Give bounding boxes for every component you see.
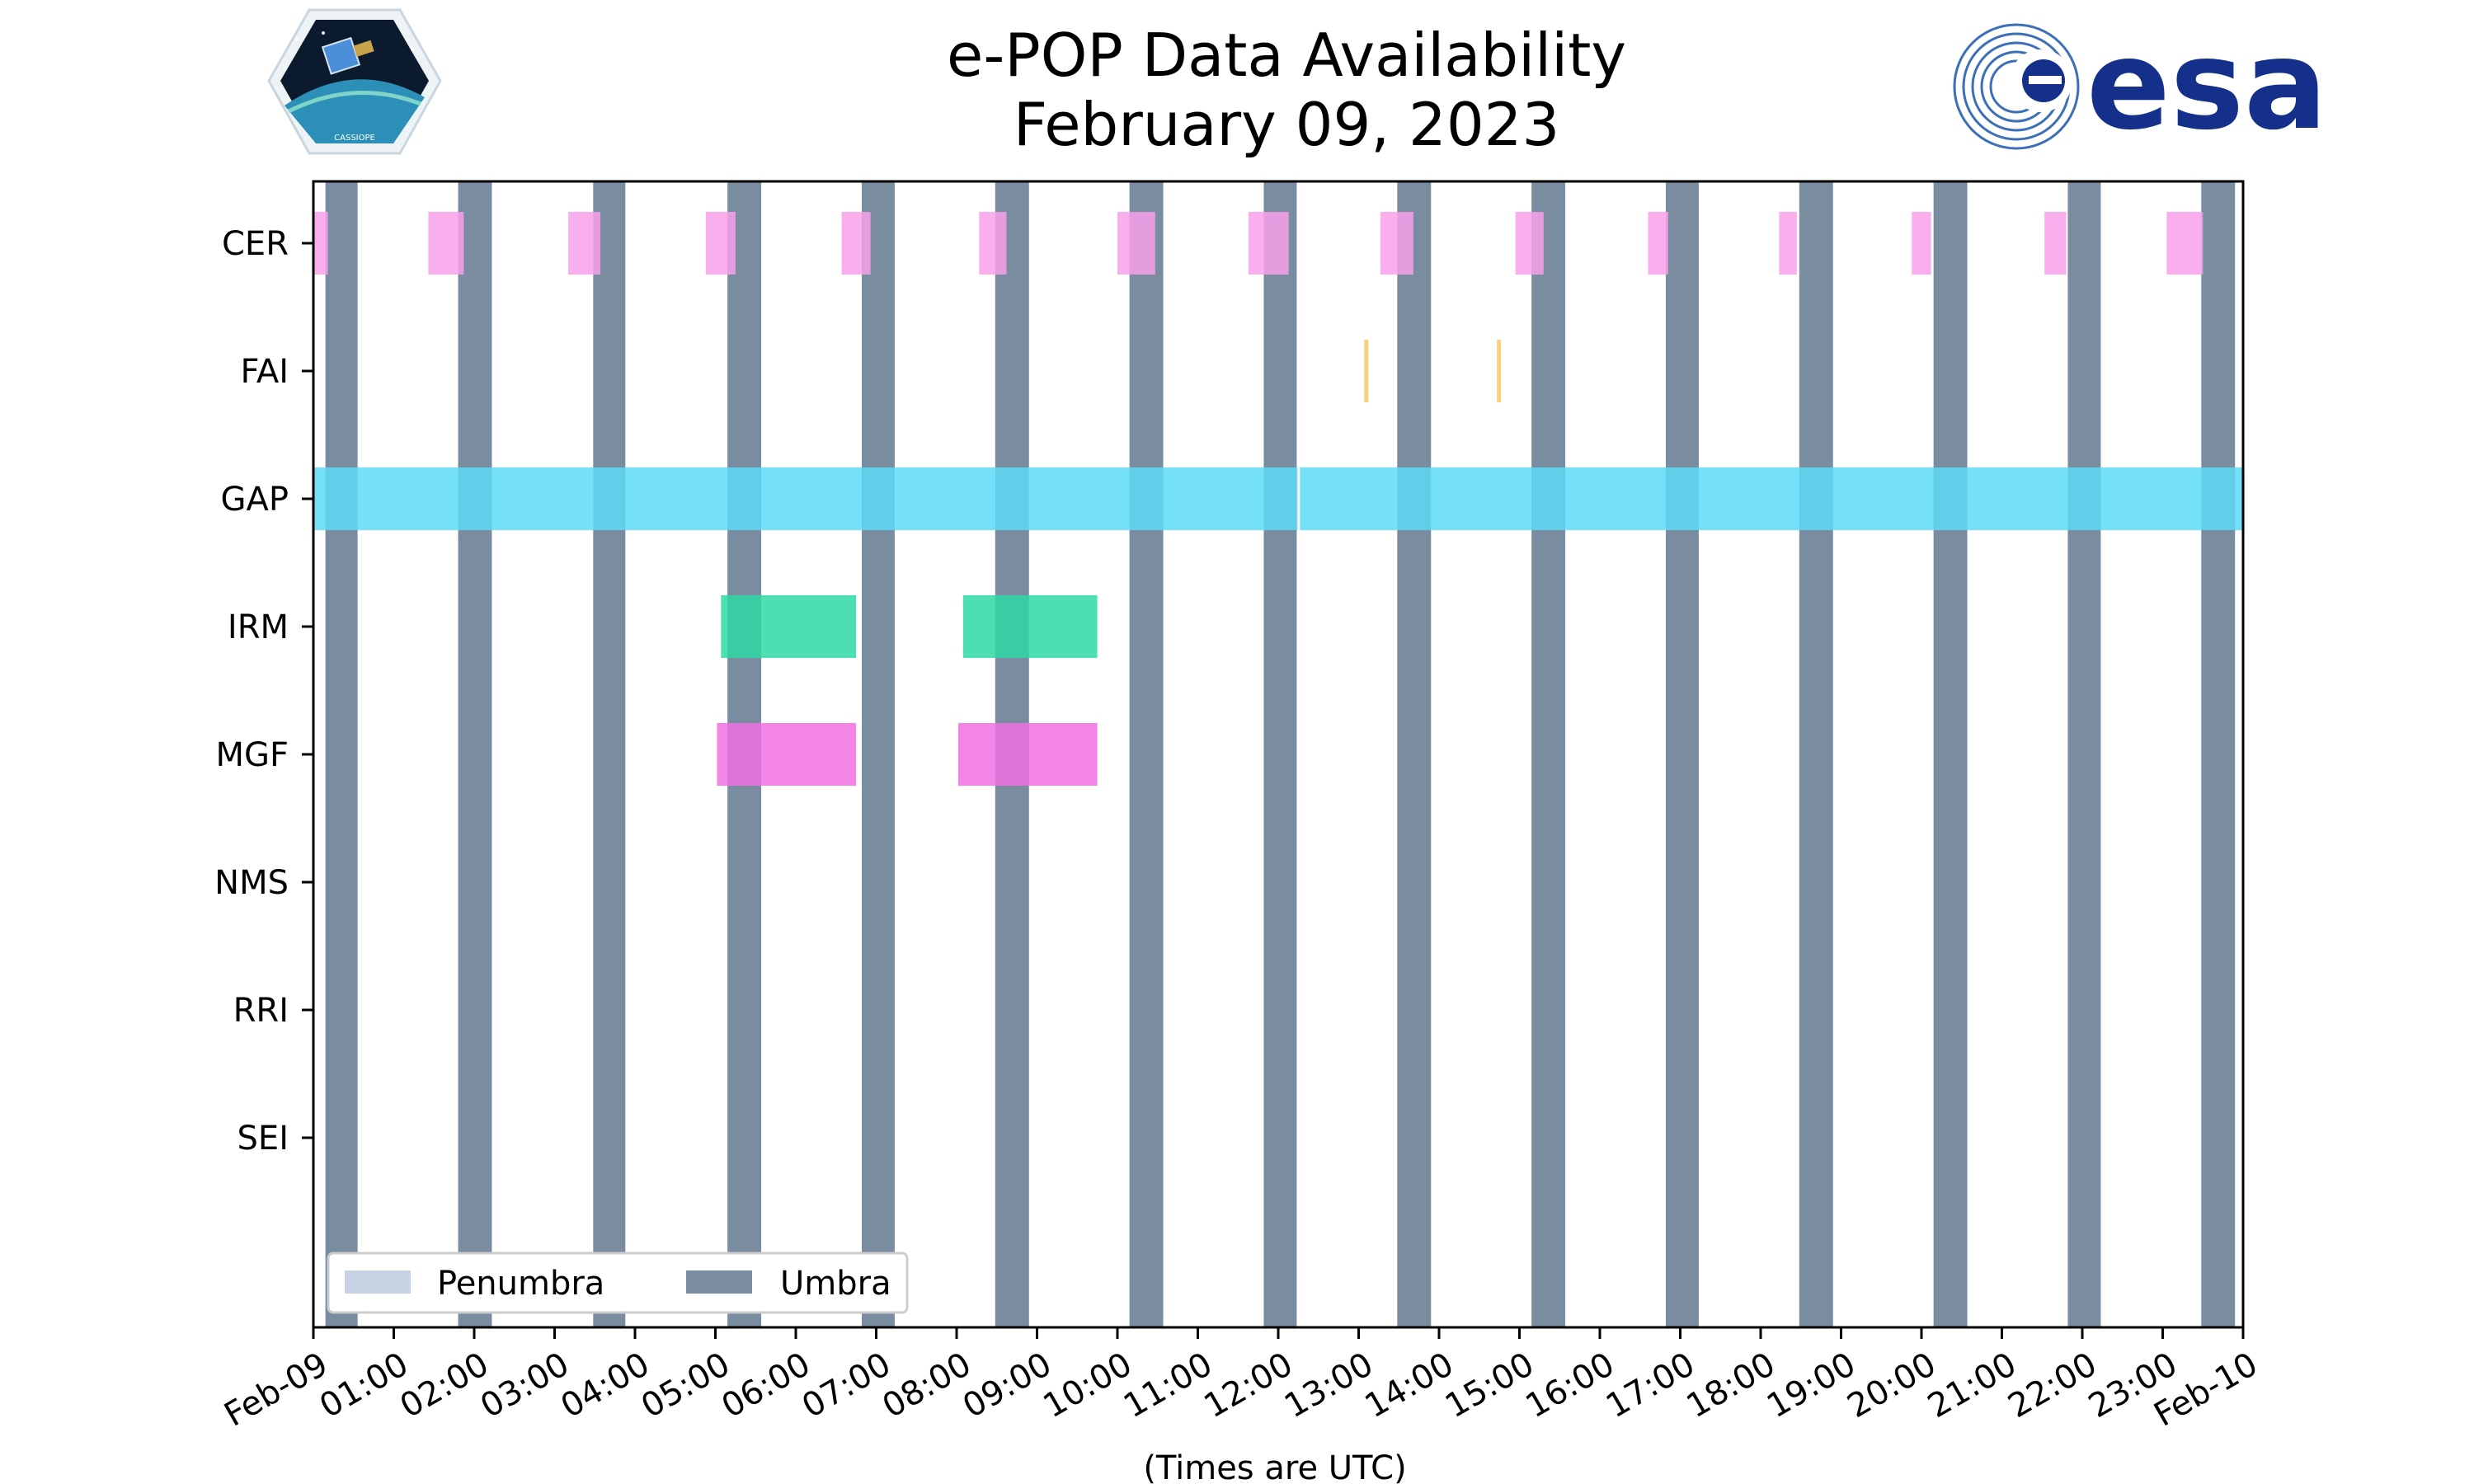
umbra-layer xyxy=(325,181,2236,1327)
umbra-band-14 xyxy=(2201,181,2236,1327)
x-tick-label-17: 17:00 xyxy=(1600,1345,1701,1425)
umbra-band-12 xyxy=(1933,181,1968,1327)
x-tick-label-2: 02:00 xyxy=(394,1345,496,1425)
x-tick-label-7: 07:00 xyxy=(796,1345,897,1425)
y-tick-label-irm: IRM xyxy=(228,608,289,646)
bar-cer-14 xyxy=(2166,212,2204,275)
bar-cer-2 xyxy=(568,212,601,275)
bar-cer-10 xyxy=(1648,212,1668,275)
bar-fai-0 xyxy=(1364,340,1369,402)
umbra-band-13 xyxy=(2067,181,2101,1327)
chart-title: e-POP Data Availability xyxy=(947,21,1626,90)
legend-label-umbra: Umbra xyxy=(780,1265,891,1303)
x-tick-label-16: 16:00 xyxy=(1520,1345,1621,1425)
legend-swatch-penumbra xyxy=(345,1270,411,1294)
bar-cer-5 xyxy=(979,212,1007,275)
cassiope-logo: CASSIOPE xyxy=(267,8,442,155)
series-layer xyxy=(313,212,2243,786)
bar-cer-4 xyxy=(841,212,871,275)
bar-cer-3 xyxy=(705,212,736,275)
legend-label-penumbra: Penumbra xyxy=(437,1265,604,1303)
bar-cer-6 xyxy=(1117,212,1155,275)
bar-irm-1 xyxy=(962,595,1098,658)
bar-cer-1 xyxy=(428,212,464,275)
umbra-band-0 xyxy=(325,181,358,1327)
bar-irm-0 xyxy=(721,595,857,658)
umbra-band-11 xyxy=(1799,181,1833,1327)
x-tick-label-1: 01:00 xyxy=(313,1345,415,1425)
x-tick-label-12: 12:00 xyxy=(1198,1345,1300,1425)
x-tick-label-9: 09:00 xyxy=(957,1345,1058,1425)
y-tick-label-gap: GAP xyxy=(221,481,289,519)
cassiope-logo-text: CASSIOPE xyxy=(334,134,375,143)
y-tick-label-cer: CER xyxy=(222,225,289,263)
umbra-band-8 xyxy=(1397,181,1432,1327)
x-tick-label-8: 08:00 xyxy=(877,1345,978,1425)
bar-cer-11 xyxy=(1779,212,1797,275)
legend-box xyxy=(327,1252,909,1314)
x-tick-label-19: 19:00 xyxy=(1761,1345,1862,1425)
x-tick-label-15: 15:00 xyxy=(1439,1345,1540,1425)
y-tick-label-rri: RRI xyxy=(233,992,289,1030)
y-tick-label-fai: FAI xyxy=(241,353,289,391)
bar-cer-12 xyxy=(1912,212,1931,275)
x-tick-label-13: 13:00 xyxy=(1278,1345,1380,1425)
x-tick-label-4: 04:00 xyxy=(555,1345,656,1425)
umbra-band-10 xyxy=(1665,181,1699,1327)
bar-cer-8 xyxy=(1380,212,1413,275)
umbra-band-1 xyxy=(458,181,492,1327)
x-tick-label-21: 21:00 xyxy=(1921,1345,2023,1425)
x-tick-label-10: 10:00 xyxy=(1037,1345,1139,1425)
bar-mgf-1 xyxy=(957,723,1098,786)
bar-gap-0 xyxy=(313,467,1298,530)
x-tick-label-18: 18:00 xyxy=(1681,1345,1782,1425)
umbra-band-4 xyxy=(861,181,895,1327)
x-axis-label: (Times are UTC) xyxy=(1143,1449,1406,1484)
x-axis: Feb-0901:0002:0003:0004:0005:0006:0007:0… xyxy=(218,1327,2264,1435)
y-tick-label-mgf: MGF xyxy=(215,736,289,774)
y-tick-label-nms: NMS xyxy=(214,864,289,902)
bar-fai-1 xyxy=(1497,340,1502,402)
bar-mgf-0 xyxy=(717,723,857,786)
umbra-band-7 xyxy=(1263,181,1297,1327)
esa-logo-text: esa xyxy=(2086,14,2327,157)
x-tick-label-0: Feb-09 xyxy=(218,1345,334,1435)
umbra-band-6 xyxy=(1129,181,1164,1327)
x-tick-label-22: 22:00 xyxy=(2002,1345,2104,1425)
bar-gap-1 xyxy=(1300,467,2243,530)
umbra-band-9 xyxy=(1531,181,1566,1327)
x-tick-label-6: 06:00 xyxy=(716,1345,817,1425)
x-tick-label-14: 14:00 xyxy=(1359,1345,1460,1425)
esa-logo: esa xyxy=(1953,14,2327,157)
umbra-band-2 xyxy=(593,181,626,1327)
x-tick-label-20: 20:00 xyxy=(1841,1345,1943,1425)
bar-cer-7 xyxy=(1248,212,1289,275)
legend: Penumbra Umbra xyxy=(327,1252,909,1314)
x-tick-label-5: 05:00 xyxy=(635,1345,736,1425)
x-tick-label-11: 11:00 xyxy=(1117,1345,1219,1425)
legend-swatch-umbra xyxy=(686,1270,752,1294)
y-axis: CER FAI GAP IRM MGF NMS RRI SEI xyxy=(214,225,313,1158)
bar-cer-13 xyxy=(2044,212,2067,275)
bar-cer-0 xyxy=(313,212,328,275)
x-tick-label-3: 03:00 xyxy=(474,1345,576,1425)
bar-cer-9 xyxy=(1515,212,1544,275)
chart-subtitle: February 09, 2023 xyxy=(1014,90,1560,159)
y-tick-label-sei: SEI xyxy=(238,1120,289,1158)
